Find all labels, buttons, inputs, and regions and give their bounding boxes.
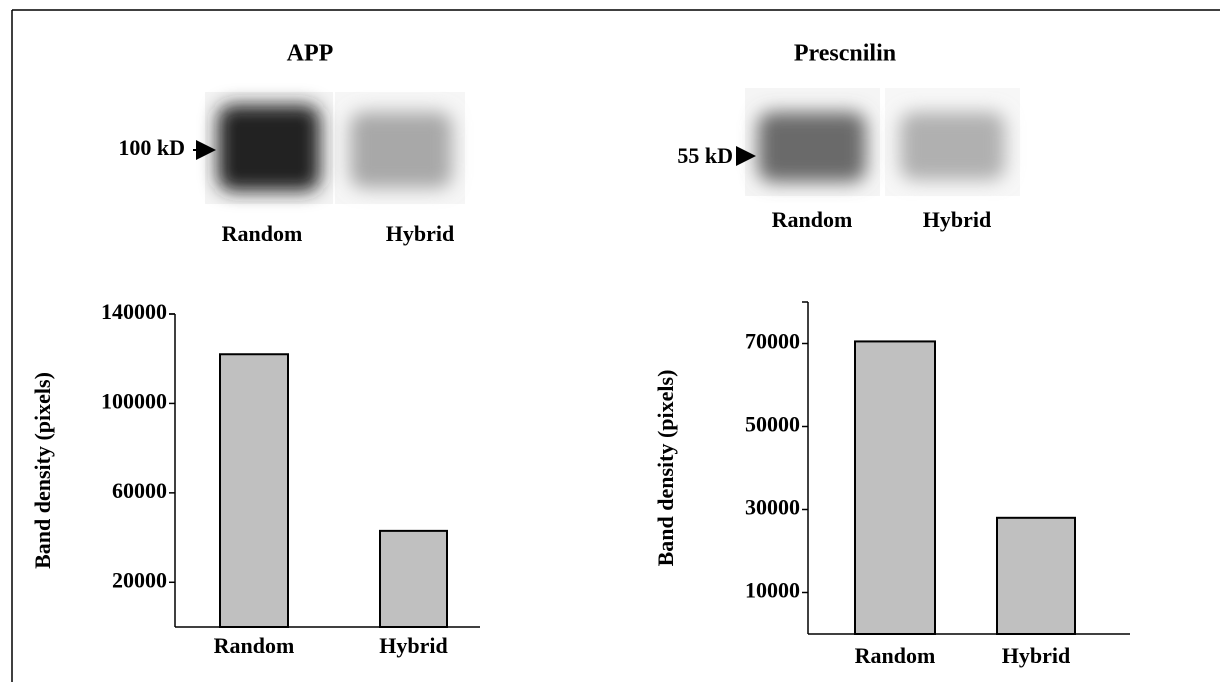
bar <box>854 340 936 635</box>
bar <box>379 529 448 628</box>
blot-prescnilin <box>736 88 1020 196</box>
size-marker: 55 kD <box>677 143 733 168</box>
size-marker: 100 kD <box>118 135 185 160</box>
y-tick-label: 10000 <box>745 578 800 603</box>
y-tick-label: 50000 <box>745 412 800 437</box>
x-tick-label: Random <box>214 633 295 658</box>
lane-label: Hybrid <box>923 207 991 232</box>
y-tick-label: 140000 <box>101 299 167 324</box>
y-tick-label: 70000 <box>745 329 800 354</box>
x-tick-label: Hybrid <box>1002 643 1070 668</box>
y-axis-label: Band density (pixels) <box>30 372 55 569</box>
lane-label: Random <box>222 221 303 246</box>
bar <box>996 516 1076 635</box>
y-tick-label: 100000 <box>101 388 167 413</box>
x-tick-label: Random <box>855 643 936 668</box>
blot-title: Prescnilin <box>794 41 896 67</box>
lane-label: Hybrid <box>386 221 454 246</box>
lane-label: Random <box>772 207 853 232</box>
y-axis-label: Band density (pixels) <box>653 370 678 567</box>
bar <box>219 353 289 628</box>
x-tick-label: Hybrid <box>379 633 447 658</box>
y-tick-label: 20000 <box>112 567 167 592</box>
y-tick-label: 30000 <box>745 495 800 520</box>
blot-app <box>193 92 465 204</box>
y-tick-label: 60000 <box>112 478 167 503</box>
blot-title: APP <box>287 41 334 67</box>
